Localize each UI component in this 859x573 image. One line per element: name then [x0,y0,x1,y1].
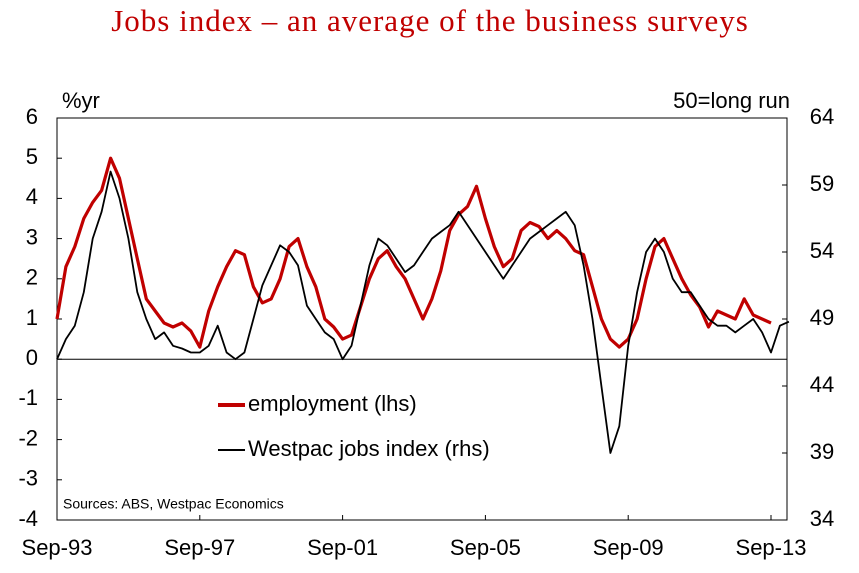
y-tick-label: 5 [26,144,38,169]
chart-title: Jobs index – an average of the business … [111,3,749,38]
x-tick-label: Sep-93 [22,535,93,560]
y2-tick-label: 54 [810,238,834,263]
legend-label: employment (lhs) [248,391,417,416]
y-tick-label: -1 [18,385,38,410]
y2-tick-label: 59 [810,171,834,196]
series-line [55,156,772,349]
series-line [56,170,790,454]
y2-axis-label: 50=long run [673,88,790,113]
y-tick-label: 4 [26,184,38,209]
y-tick-label: -3 [18,466,38,491]
x-tick-label: Sep-01 [307,535,378,560]
y-tick-label: -4 [18,506,38,531]
x-tick-label: Sep-97 [164,535,235,560]
y-tick-label: 1 [26,305,38,330]
x-tick-label: Sep-05 [450,535,521,560]
y-tick-label: 0 [26,345,38,370]
y-tick-label: 6 [26,104,38,129]
y2-tick-label: 49 [810,305,834,330]
y-axis-label: %yr [62,88,100,113]
y2-tick-label: 39 [810,439,834,464]
y-tick-label: -2 [18,425,38,450]
y-tick-label: 3 [26,224,38,249]
x-tick-label: Sep-13 [736,535,807,560]
x-tick-label: Sep-09 [593,535,664,560]
y2-tick-label: 44 [810,372,834,397]
y2-tick-label: 64 [810,104,834,129]
y-tick-label: 2 [26,265,38,290]
source-note: Sources: ABS, Westpac Economics [63,496,284,512]
y2-tick-label: 34 [810,506,834,531]
legend-label: Westpac jobs index (rhs) [248,436,490,461]
